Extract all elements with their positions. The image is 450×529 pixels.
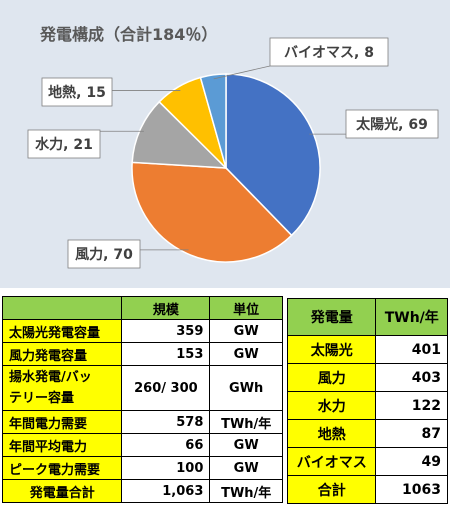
table-row: 太陽光 401: [286, 335, 448, 364]
row-label-line2: テリー容量: [9, 391, 75, 406]
row-label: 水力: [286, 391, 377, 420]
data-label-box-solar: [345, 109, 439, 139]
row-unit: GWh: [209, 365, 283, 411]
row-unit: TWh/年: [209, 410, 283, 434]
table-row: 発電量合計 1,063 TWh/年: [1, 479, 283, 503]
data-label-geothermal: 地熱, 15: [48, 84, 106, 101]
row-unit: GW: [209, 342, 283, 366]
data-label-box-biomass: [269, 37, 389, 67]
data-label-wind: 風力, 70: [75, 246, 133, 263]
header-generation: 発電量: [286, 298, 377, 336]
row-label: バイオマス: [286, 447, 377, 476]
row-unit: TWh/年: [209, 479, 283, 503]
chart-title: 発電構成（合計184％）: [39, 25, 217, 44]
table-row: 地熱 87: [286, 419, 448, 448]
row-value: 1,063: [121, 479, 211, 503]
row-unit: GW: [209, 319, 283, 343]
pie-slice-wind: [131, 161, 293, 263]
table-row: 年間電力需要 578 TWh/年: [1, 410, 283, 434]
pie-slice-hydro: [131, 100, 228, 169]
row-label: 合計: [286, 475, 377, 504]
table-row: ピーク電力需要 100 GW: [1, 456, 283, 480]
leader-line-biomass: [213, 65, 271, 80]
table-row: 風力 403: [286, 363, 448, 392]
row-label: 太陽光: [286, 335, 377, 364]
data-label-box-hydro: [27, 129, 101, 159]
row-label: 年間平均電力: [1, 433, 123, 457]
table-row: 揚水発電/バッ テリー容量 260/ 300 GWh: [1, 365, 283, 411]
row-label: 風力: [286, 363, 377, 392]
pie-slice-solar: [225, 73, 321, 237]
row-value: 87: [375, 419, 448, 448]
row-label: ピーク電力需要: [1, 456, 123, 480]
header-scale: 規模: [121, 296, 211, 320]
table-header-row: 発電量 TWh/年: [286, 298, 448, 336]
row-label: 太陽光発電容量: [1, 319, 123, 343]
row-value: 359: [121, 319, 211, 343]
table-row: 年間平均電力 66 GW: [1, 433, 283, 457]
row-label: 地熱: [286, 419, 377, 448]
row-value: 66: [121, 433, 211, 457]
row-value: 153: [121, 342, 211, 366]
row-value: 401: [375, 335, 448, 364]
table-row: 太陽光発電容量 359 GW: [1, 319, 283, 343]
row-value: 1063: [375, 475, 448, 504]
data-label-box-geothermal: [41, 77, 113, 107]
row-value: 122: [375, 391, 448, 420]
row-value: 260/ 300: [121, 365, 211, 411]
row-value: 49: [375, 447, 448, 476]
row-label: 年間電力需要: [1, 410, 123, 434]
data-label-box-wind: [67, 239, 141, 269]
table-row: 風力発電容量 153 GW: [1, 342, 283, 366]
row-value: 100: [121, 456, 211, 480]
pie-slice-biomass: [199, 73, 227, 169]
row-value: 578: [121, 410, 211, 434]
data-label-solar: 太陽光, 69: [356, 116, 428, 133]
row-unit: GW: [209, 433, 283, 457]
row-label: 発電量合計: [1, 479, 123, 503]
row-label: 風力発電容量: [1, 342, 123, 366]
row-label: 揚水発電/バッ テリー容量: [1, 365, 123, 411]
row-label-line1: 揚水発電/バッ: [9, 370, 92, 385]
table-row: バイオマス 49: [286, 447, 448, 476]
capacity-table: 規模 単位 太陽光発電容量 359 GW 風力発電容量 153 GW 揚水発電/…: [1, 296, 283, 503]
table-row: 水力 122: [286, 391, 448, 420]
data-label-hydro: 水力, 21: [35, 136, 93, 153]
generation-table: 発電量 TWh/年 太陽光 401 風力 403 水力 122 地熱 87 バイ…: [286, 298, 448, 504]
chart-panel: 発電構成（合計184％） 太陽光, 69 風力, 70 水力, 21 地熱, 15 バイ…: [0, 0, 450, 288]
header-blank: [1, 296, 123, 320]
data-label-biomass: バイオマス, 8: [284, 45, 374, 61]
row-value: 403: [375, 363, 448, 392]
table-row: 合計 1063: [286, 475, 448, 504]
header-twh: TWh/年: [375, 298, 448, 336]
header-unit: 単位: [209, 296, 283, 320]
table-header-row: 規模 単位: [1, 296, 283, 320]
pie-chart: 発電構成（合計184％） 太陽光, 69 風力, 70 水力, 21 地熱, 15 バイ…: [27, 25, 439, 269]
row-unit: GW: [209, 456, 283, 480]
